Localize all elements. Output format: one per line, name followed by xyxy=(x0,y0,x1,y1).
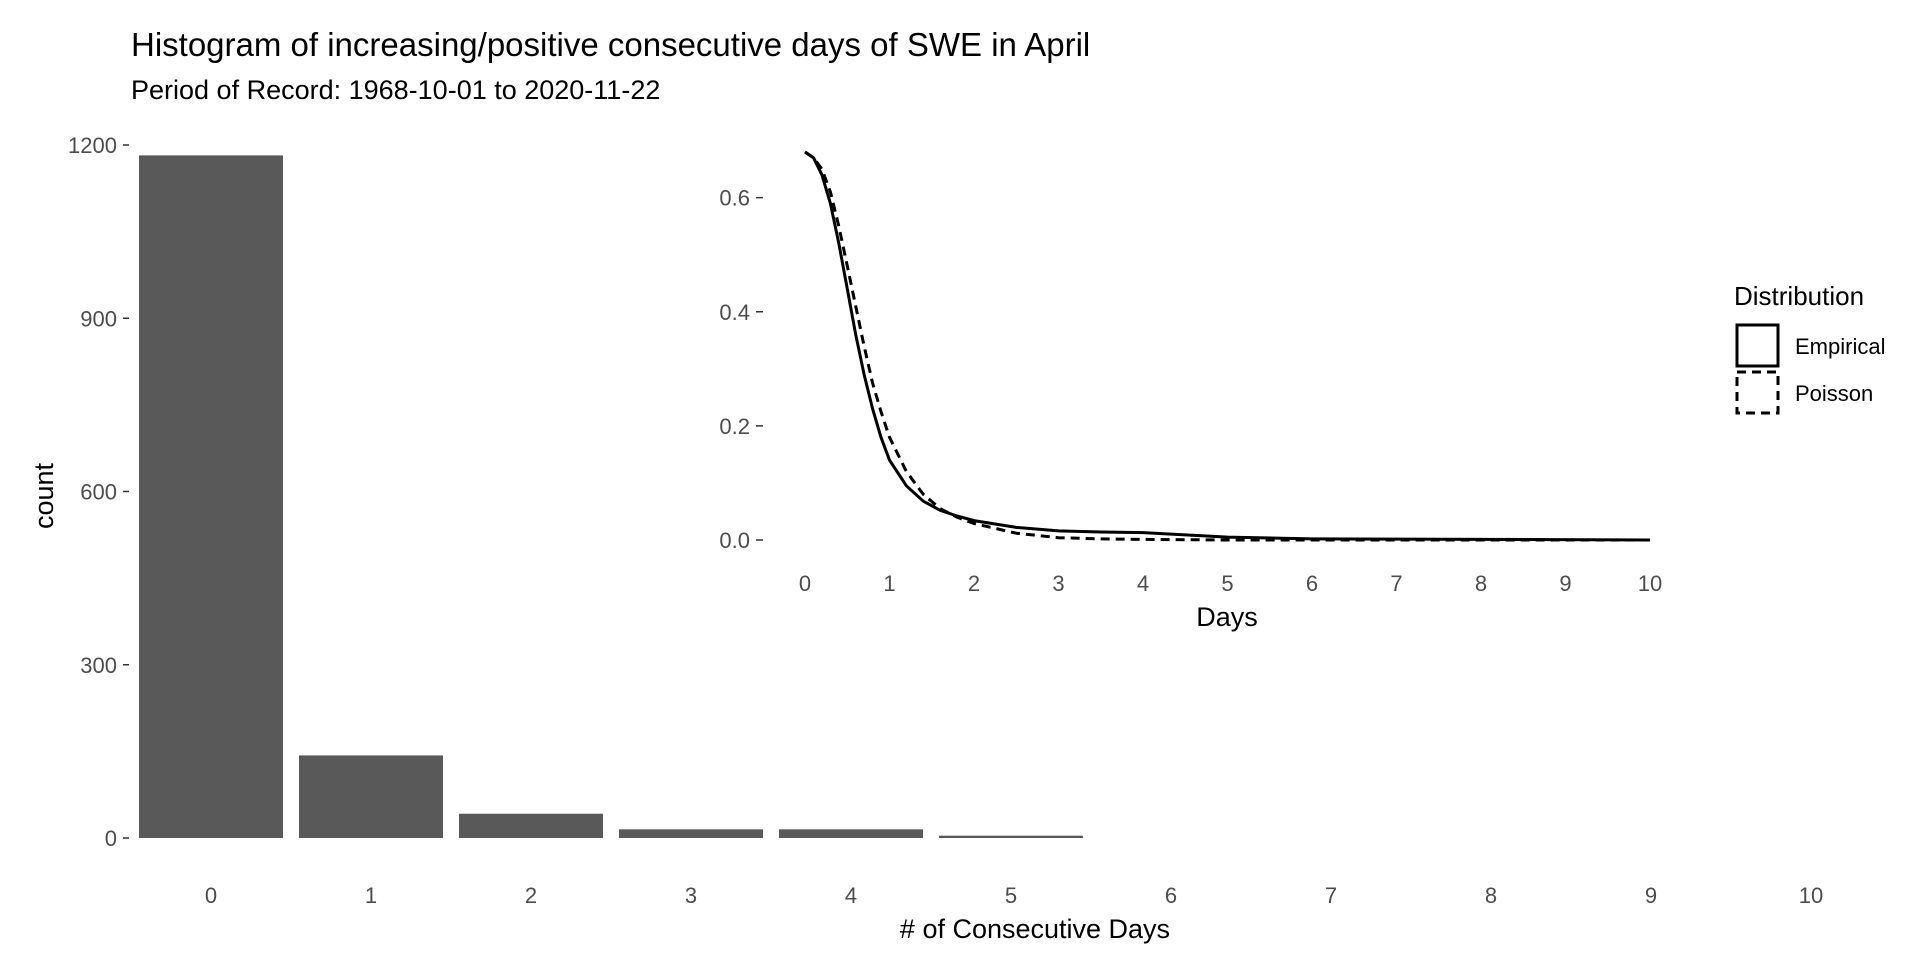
legend-key-empirical xyxy=(1735,323,1780,368)
inset-x-tick-label: 2 xyxy=(968,571,980,596)
chart-title: Histogram of increasing/positive consecu… xyxy=(131,26,1090,63)
inset-y-tick-label: 0.4 xyxy=(719,300,750,325)
chart-subtitle: Period of Record: 1968-10-01 to 2020-11-… xyxy=(131,75,660,105)
x-tick-label: 2 xyxy=(525,883,537,908)
legend-key-poisson xyxy=(1735,370,1780,415)
histogram-bar xyxy=(939,835,1083,838)
x-tick-label: 10 xyxy=(1799,883,1823,908)
inset-x-tick-label: 5 xyxy=(1221,571,1233,596)
y-tick-label: 1200 xyxy=(68,133,117,158)
legend-label-empirical: Empirical xyxy=(1795,334,1885,359)
histogram-bar xyxy=(139,155,283,838)
x-tick-label: 3 xyxy=(685,883,697,908)
inset-x-tick-label: 0 xyxy=(799,571,811,596)
y-tick-label: 0 xyxy=(105,826,117,851)
histogram-bars xyxy=(139,155,1083,838)
inset-x-tick-label: 8 xyxy=(1475,571,1487,596)
inset-x-axis-title: Days xyxy=(1196,602,1258,632)
inset-y-tick-label: 0.0 xyxy=(719,528,750,553)
y-tick-label: 900 xyxy=(80,306,117,331)
x-tick-label: 7 xyxy=(1325,883,1337,908)
inset-y-tick-label: 0.2 xyxy=(719,414,750,439)
x-tick-label: 8 xyxy=(1485,883,1497,908)
inset-x-tick-label: 10 xyxy=(1638,571,1662,596)
x-tick-label: 9 xyxy=(1645,883,1657,908)
x-axis-title: # of Consecutive Days xyxy=(900,914,1170,944)
histogram-bar xyxy=(299,755,443,838)
inset-lines xyxy=(804,150,1651,542)
histogram-bar xyxy=(459,813,603,838)
x-tick-label: 1 xyxy=(365,883,377,908)
inset-x-tick-label: 9 xyxy=(1559,571,1571,596)
inset-x-tick-label: 1 xyxy=(883,571,895,596)
inset-axes: 0.0 0.2 0.4 0.6 0 1 2 3 4 5 6 7 8 9 10 xyxy=(719,186,1662,596)
inset-x-tick-label: 3 xyxy=(1052,571,1064,596)
inset-x-tick-label: 6 xyxy=(1306,571,1318,596)
inset-x-tick-label: 4 xyxy=(1137,571,1149,596)
legend: Distribution Empirical Poisson xyxy=(1734,281,1885,415)
legend-title: Distribution xyxy=(1734,281,1864,311)
y-axis-title: count xyxy=(29,462,59,529)
histogram-bar xyxy=(779,829,923,838)
legend-label-poisson: Poisson xyxy=(1795,381,1873,406)
y-tick-label: 300 xyxy=(80,653,117,678)
histogram-bar xyxy=(619,829,763,838)
inset-x-tick-label: 7 xyxy=(1390,571,1402,596)
x-tick-label: 5 xyxy=(1005,883,1017,908)
y-tick-label: 600 xyxy=(80,480,117,505)
x-tick-label: 0 xyxy=(205,883,217,908)
poisson-density-line xyxy=(804,150,1650,542)
empirical-density-line xyxy=(804,150,1651,542)
x-tick-label: 4 xyxy=(845,883,857,908)
x-tick-label: 6 xyxy=(1165,883,1177,908)
inset-y-tick-label: 0.6 xyxy=(719,186,750,211)
